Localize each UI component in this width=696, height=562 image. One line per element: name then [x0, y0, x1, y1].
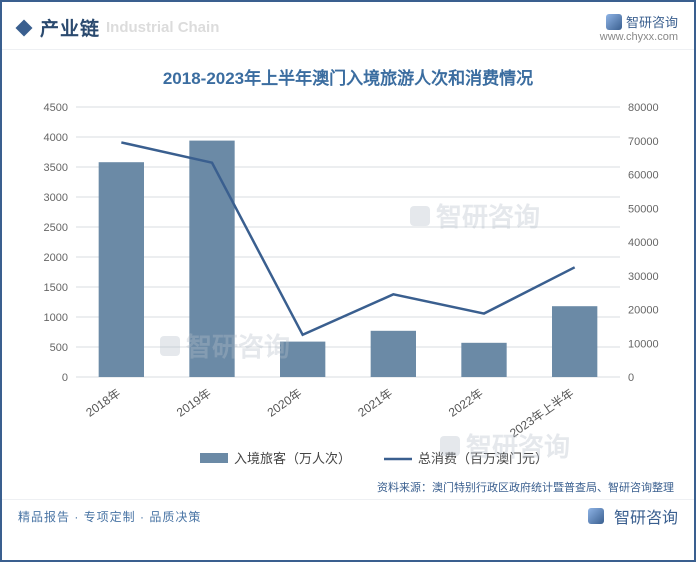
x-axis-label: 2018年 [83, 386, 123, 420]
diamond-icon [16, 19, 33, 36]
section-title-en: Industrial Chain [106, 19, 219, 36]
bar [280, 342, 325, 377]
svg-text:30000: 30000 [628, 271, 659, 283]
x-axis-label: 2022年 [446, 386, 486, 420]
bar [99, 162, 144, 377]
bar [552, 306, 597, 377]
brand-icon [606, 14, 622, 30]
bar [461, 343, 506, 377]
page-root: 产业链 Industrial Chain 智研咨询 www.chyxx.com … [0, 0, 696, 562]
svg-text:4000: 4000 [44, 132, 68, 144]
svg-text:1500: 1500 [44, 282, 68, 294]
svg-text:0: 0 [62, 372, 68, 384]
section-title: 产业链 [40, 14, 100, 41]
x-axis-label: 2019年 [174, 386, 214, 420]
svg-text:500: 500 [50, 342, 68, 354]
svg-text:70000: 70000 [628, 136, 659, 148]
svg-text:10000: 10000 [628, 338, 659, 350]
svg-text:0: 0 [628, 372, 634, 384]
x-axis-label: 2021年 [355, 386, 395, 420]
header-left: 产业链 Industrial Chain [18, 14, 219, 41]
legend-bar-label: 入境旅客（万人次） [234, 451, 351, 466]
footer-left: 精品报告 · 专项定制 · 品质决策 [18, 508, 201, 525]
chart-title: 2018-2023年上半年澳门入境旅游人次和消费情况 [2, 64, 694, 89]
bar [189, 141, 234, 377]
svg-text:1000: 1000 [44, 312, 68, 324]
header-right: 智研咨询 www.chyxx.com [600, 12, 678, 43]
x-axis-label: 2023年上半年 [507, 386, 576, 440]
svg-text:50000: 50000 [628, 203, 659, 215]
legend-line-label: 总消费（百万澳门元） [418, 451, 548, 466]
svg-text:2000: 2000 [44, 252, 68, 264]
page-header: 产业链 Industrial Chain 智研咨询 www.chyxx.com [2, 2, 694, 50]
svg-text:40000: 40000 [628, 237, 659, 249]
footer-brand: 智研咨询 [614, 504, 678, 528]
svg-text:60000: 60000 [628, 170, 659, 182]
brand-top: 智研咨询 [606, 12, 678, 31]
legend-bar-swatch [200, 453, 228, 463]
footer-brand-icon [588, 508, 604, 524]
bar [371, 331, 416, 377]
page-footer: 精品报告 · 专项定制 · 品质决策 智研咨询 [2, 499, 694, 536]
svg-text:3500: 3500 [44, 162, 68, 174]
chart-svg: 0 500 1000 1500 2000 2500 3000 3500 4000 4500 0 100… [20, 97, 676, 477]
svg-text:2500: 2500 [44, 222, 68, 234]
brand-name: 智研咨询 [626, 12, 678, 31]
svg-text:3000: 3000 [44, 192, 68, 204]
footer-right: 智研咨询 [588, 504, 678, 528]
brand-url-top: www.chyxx.com [600, 31, 678, 43]
svg-text:80000: 80000 [628, 102, 659, 114]
svg-text:4500: 4500 [44, 102, 68, 114]
chart-area: 0 500 1000 1500 2000 2500 3000 3500 4000 4500 0 100… [20, 97, 676, 477]
svg-text:20000: 20000 [628, 305, 659, 317]
x-axis-label: 2020年 [265, 386, 305, 420]
